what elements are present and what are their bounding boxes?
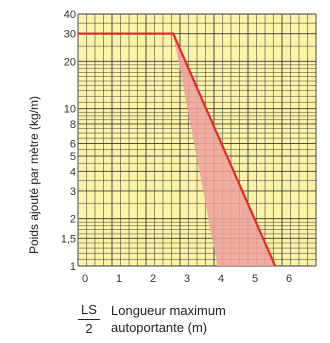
fraction-numerator: LS (78, 302, 100, 320)
x-tick-label: 0 (82, 273, 88, 285)
y-tick-label: 2 (70, 214, 76, 226)
y-tick-label: 30 (64, 29, 76, 41)
ls-half-fraction: LS 2 (78, 302, 100, 337)
x-axis-label: Longueur maximum autoportante (m) (111, 302, 226, 336)
y-tick-label: 4 (70, 166, 76, 178)
y-axis-label: Poids ajouté par mètre (kg/m) (27, 96, 41, 254)
x-tick-label: 4 (218, 273, 224, 285)
x-axis-label-line-1: Longueur maximum (111, 302, 226, 319)
y-tick-label: 1,5 (61, 233, 76, 245)
x-tick-labels: 0 1 2 3 4 5 6 (82, 273, 292, 285)
y-tick-label: 3 (70, 186, 76, 198)
x-axis-label-line-2: autoportante (m) (111, 319, 226, 336)
y-tick-label: 8 (70, 119, 76, 131)
y-tick-label: 1 (70, 261, 76, 273)
y-tick-label: 5 (70, 151, 76, 163)
x-tick-label: 1 (116, 273, 122, 285)
fraction-denominator: 2 (78, 320, 100, 337)
x-tick-label: 3 (184, 273, 190, 285)
y-tick-label: 10 (64, 104, 76, 116)
y-tick-label: 40 (64, 9, 76, 21)
y-tick-label: 6 (70, 139, 76, 151)
y-tick-labels: 1 1,5 2 3 4 56 8 10 20 30 40 (61, 9, 76, 273)
chart: 0123456 11,523456810203040 Poids ajouté … (0, 0, 330, 300)
x-tick-label: 2 (150, 273, 156, 285)
x-tick-label: 6 (286, 273, 292, 285)
x-axis-caption: LS 2 Longueur maximum autoportante (m) (78, 300, 318, 340)
y-tick-label: 20 (64, 56, 76, 68)
x-tick-label: 5 (252, 273, 258, 285)
